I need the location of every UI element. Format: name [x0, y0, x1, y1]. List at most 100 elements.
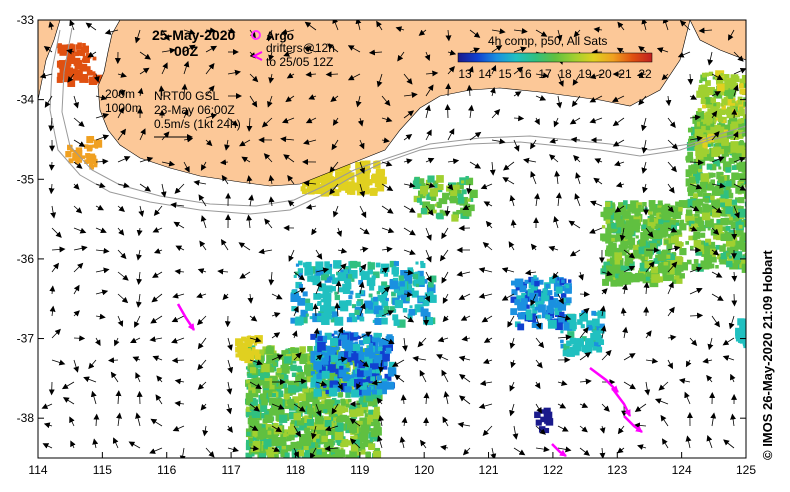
sst-pixel	[294, 348, 299, 353]
current-vector	[593, 26, 603, 33]
sst-pixel	[301, 452, 311, 458]
sst-pixel	[313, 361, 322, 370]
sst-pixel	[288, 445, 294, 451]
sst-pixel	[382, 338, 390, 345]
sst-pixel	[375, 337, 381, 343]
sst-pixel	[245, 400, 251, 406]
current-vector	[83, 376, 97, 383]
current-vector	[117, 315, 124, 327]
current-vector	[334, 302, 341, 317]
sst-pixel	[645, 276, 650, 281]
sst-pixel	[368, 345, 373, 350]
current-vector	[66, 48, 75, 55]
sst-pixel	[376, 291, 381, 295]
current-vector	[733, 156, 746, 163]
current-vector	[425, 271, 432, 283]
current-vector	[552, 271, 559, 280]
sst-pixel	[700, 173, 710, 182]
sst-pixel	[725, 167, 731, 173]
sst-pixel	[432, 209, 437, 214]
sst-pixel	[639, 262, 649, 272]
sst-pixel	[324, 346, 330, 351]
sst-pixel	[366, 376, 373, 384]
sst-pixel	[674, 241, 682, 249]
sst-pixel	[647, 210, 653, 215]
sst-pixel	[368, 293, 373, 298]
sst-pixel	[675, 201, 680, 207]
current-vector	[138, 205, 145, 217]
sst-pixel	[305, 261, 312, 268]
current-vector	[617, 425, 625, 435]
sst-pixel	[642, 219, 649, 225]
sst-pixel	[310, 382, 316, 388]
current-vector	[112, 437, 119, 449]
sst-pixel	[635, 235, 639, 239]
current-vector	[491, 138, 506, 145]
sst-pixel	[742, 245, 746, 252]
sst-pixel	[437, 184, 444, 191]
current-vector	[733, 205, 740, 219]
current-vector	[61, 381, 75, 390]
sst-pixel	[601, 225, 606, 229]
current-vector	[731, 108, 738, 119]
sst-pixel	[737, 180, 745, 188]
current-vector	[684, 391, 691, 405]
sst-pixel	[730, 221, 738, 229]
sst-pixel	[266, 354, 276, 364]
sst-pixel	[252, 430, 259, 437]
current-vector	[332, 117, 339, 126]
current-vector	[73, 161, 83, 169]
sst-pixel	[605, 201, 611, 208]
sst-pixel	[77, 42, 82, 48]
sst-pixel	[606, 245, 610, 249]
current-vector	[135, 412, 141, 427]
sst-pixel	[376, 375, 382, 381]
sst-pixel	[82, 55, 90, 63]
sst-pixel	[339, 414, 347, 423]
sst-pixel	[75, 147, 83, 154]
sst-pixel	[713, 109, 723, 118]
current-vector	[355, 95, 362, 108]
current-vector	[337, 381, 343, 391]
current-vector	[246, 214, 253, 229]
current-vector	[723, 439, 735, 449]
sst-pixel	[701, 211, 711, 221]
sst-pixel	[433, 187, 439, 193]
sst-pixel	[450, 187, 459, 197]
current-vector	[51, 262, 60, 273]
sst-pixel	[361, 173, 370, 182]
sst-pixel	[282, 352, 286, 356]
sst-pixel	[360, 424, 370, 434]
sst-pixel	[432, 180, 439, 187]
sst-pixel	[375, 314, 380, 318]
sst-pixel	[307, 444, 312, 449]
sst-pixel	[83, 144, 89, 149]
current-vector	[268, 271, 275, 286]
sst-pixel	[348, 313, 355, 320]
sst-pixel	[268, 383, 278, 393]
sst-pixel	[514, 299, 521, 306]
current-vector	[612, 139, 625, 147]
sst-pixel	[457, 197, 465, 204]
current-vector	[485, 220, 493, 229]
sst-pixel	[730, 141, 739, 149]
sst-pixel	[320, 179, 326, 185]
sst-pixel	[82, 43, 86, 47]
sst-pixel	[59, 67, 66, 74]
sst-pixel	[419, 183, 426, 189]
sst-pixel	[525, 304, 530, 309]
sst-pixel	[685, 209, 693, 216]
sst-pixel	[661, 265, 670, 274]
sst-pixel	[342, 170, 352, 179]
sst-pixel	[625, 215, 635, 224]
sst-pixel	[334, 432, 343, 441]
current-vector	[69, 20, 75, 31]
sst-pixel	[265, 410, 269, 415]
current-vector	[271, 403, 285, 410]
sst-pixel	[307, 346, 313, 352]
current-vector	[462, 204, 471, 210]
current-vector	[687, 73, 694, 85]
sst-pixel	[93, 73, 97, 77]
sst-pixel	[624, 261, 630, 267]
sst-pixel	[721, 212, 726, 217]
